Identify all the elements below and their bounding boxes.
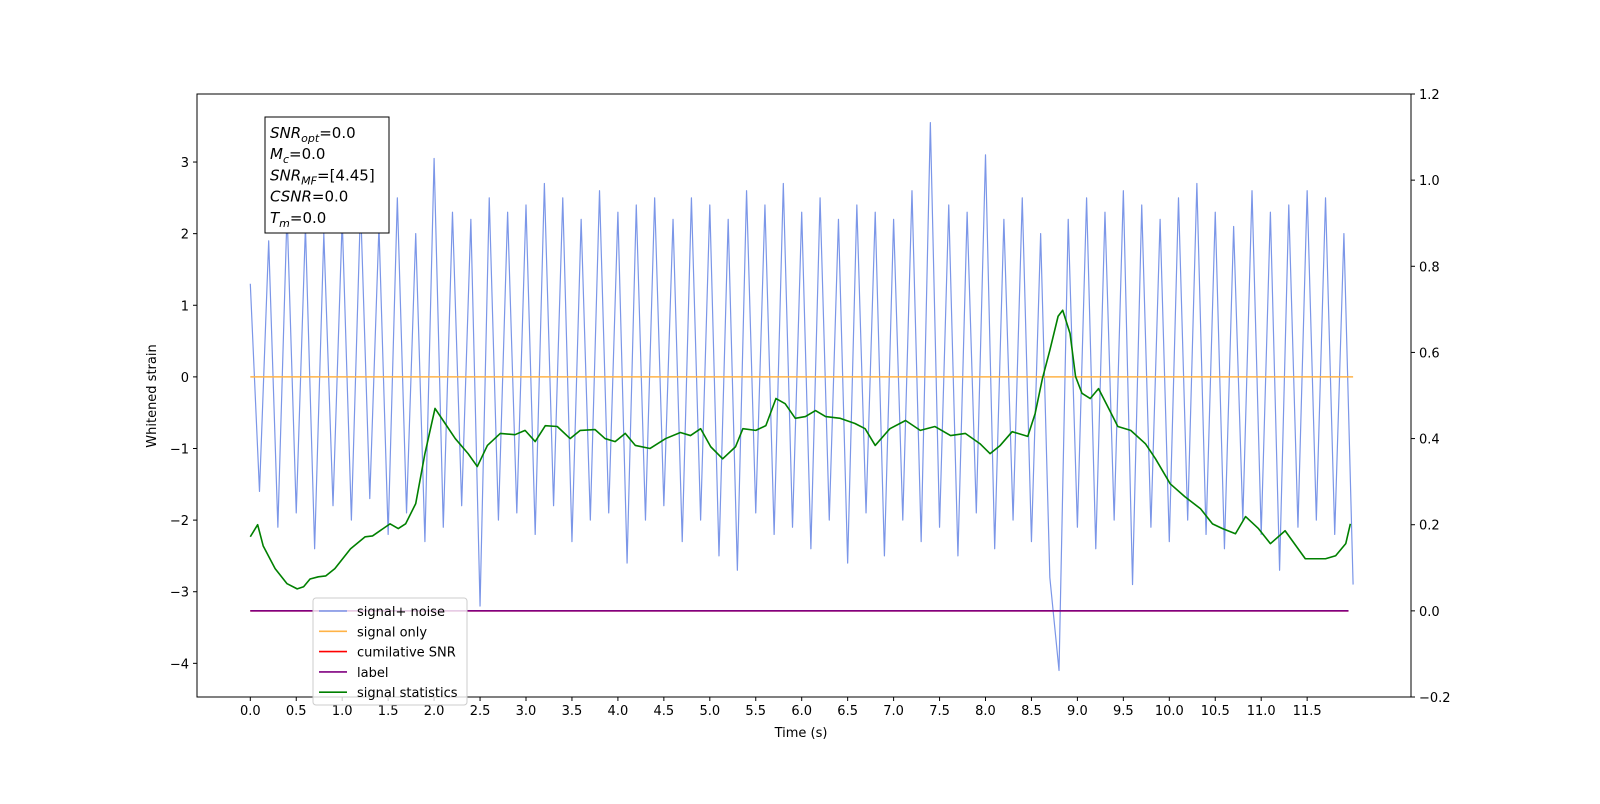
x-tick-label: 7.5 [929,704,950,719]
annotation-sub: m [279,217,290,230]
annotation-value: =0.0 [289,145,325,163]
legend: signal+ noise signal only cumilative SNR la… [312,597,468,706]
x-tick-label: 9.5 [1113,704,1134,719]
axes-frame [196,93,1412,698]
y2-tick-label: 0.8 [1419,260,1440,275]
y-tick-label: −2 [170,514,189,529]
y-tick-label: 3 [181,156,189,171]
x-tick-label: 10.5 [1201,704,1230,719]
series-line [249,122,1354,672]
x-axis-label: Time (s) [774,726,828,741]
x-tick-label: 4.5 [654,704,675,719]
x-tick-label: 9.0 [1067,704,1088,719]
x-tick-label: 3.5 [562,704,583,719]
x-tick-label: 11.0 [1247,704,1276,719]
series-line [249,309,1352,590]
annotation-line: SNRopt=0.0 [270,124,356,145]
annotation-sub: c [283,153,289,166]
y2-tick-label: 0.2 [1419,519,1440,534]
annotation-frame [264,116,390,234]
y-tick-label: 1 [181,299,189,314]
annotation-symbol: CSNR [270,188,312,206]
x-tick-label: 0.0 [240,704,261,719]
annotation-symbol: SNR [270,166,301,184]
y-tick-label: 0 [181,371,189,386]
legend-frame [312,597,468,706]
x-tick-label: 2.5 [470,704,491,719]
y2-tick-label: 0.6 [1419,346,1440,361]
annotation-line: CSNR=0.0 [270,188,348,206]
annotation-sub: MF [301,174,317,187]
legend-label: signal statistics [357,686,458,701]
annotation-line: SNRMF=[4.45] [270,166,375,187]
y-tick-label: 2 [181,228,189,243]
x-tick-label: 0.5 [286,704,307,719]
legend-label: signal+ noise [357,605,445,620]
annotation-value: =0.0 [312,188,348,206]
x-tick-label: 2.0 [424,704,445,719]
y2-tick-label: 0.0 [1419,605,1440,620]
y-tick-label: −1 [170,442,189,457]
x-tick-label: 1.5 [378,704,399,719]
x-tick-label: 6.5 [837,704,858,719]
y2-tick-label: 0.4 [1419,433,1440,448]
annotation-box: SNRopt=0.0Mc=0.0SNRMF=[4.45]CSNR=0.0Tm=0… [264,116,390,234]
x-tick-label: 3.0 [516,704,537,719]
x-tick-label: 1.0 [332,704,353,719]
y-tick-label: −4 [170,657,189,672]
annotation-value: =[4.45] [317,166,375,184]
annotation-value: =0.0 [290,209,326,227]
y2-tick-label: 1.0 [1419,174,1440,189]
annotation-symbol: T [270,209,281,227]
legend-label: label [357,666,388,681]
x-tick-label: 8.0 [975,704,996,719]
x-tick-label: 6.0 [791,704,812,719]
legend-label: cumilative SNR [357,646,456,661]
y2-tick-label: −0.2 [1419,691,1451,706]
y-tick-label: −3 [170,586,189,601]
x-tick-label: 10.0 [1155,704,1184,719]
annotation-symbol: M [270,145,283,163]
annotation-value: =0.0 [319,124,355,142]
annotation-line: Tm=0.0 [270,209,326,230]
y2-tick-label: 1.2 [1419,88,1440,103]
x-tick-label: 5.0 [699,704,720,719]
x-tick-label: 11.5 [1293,704,1322,719]
legend-label: signal only [357,625,427,640]
x-tick-label: 7.0 [883,704,904,719]
annotation-sub: opt [301,132,320,145]
annotation-symbol: SNR [270,124,301,142]
x-tick-label: 8.5 [1021,704,1042,719]
y-axis-label: Whitened strain [145,344,160,447]
x-tick-label: 5.5 [745,704,766,719]
x-tick-label: 4.0 [608,704,629,719]
annotation-line: Mc=0.0 [270,145,325,166]
